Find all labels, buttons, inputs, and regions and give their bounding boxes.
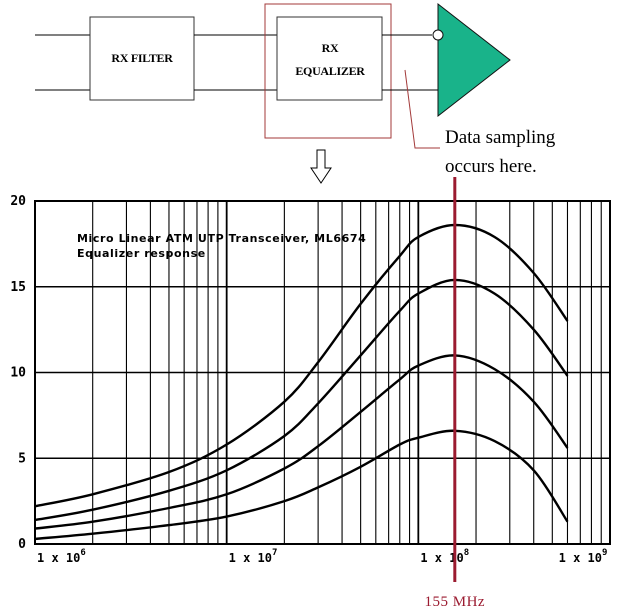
y-tick-labels: 0 5 10 15 20	[10, 194, 26, 552]
sampling-callout-line	[404, 69, 440, 149]
x-tick-base: 1 x 10	[559, 551, 602, 565]
rx-filter-label: RX FILTER	[111, 51, 173, 65]
rx-equalizer-label-line2: EQUALIZER	[295, 64, 365, 78]
x-tick-label: 1 x 10 8	[420, 548, 469, 565]
response-curve	[34, 223, 569, 508]
rx-equalizer-label-line1: RX	[322, 41, 339, 55]
response-curves	[34, 223, 569, 541]
y-tick-label: 0	[18, 537, 26, 552]
x-tick-exponent: 8	[464, 548, 469, 558]
y-tick-label: 20	[10, 194, 26, 209]
x-tick-exponent: 9	[602, 548, 607, 558]
x-tick-exponent: 7	[272, 548, 277, 558]
equalizer-highlight-box	[264, 3, 392, 139]
x-tick-exponent: 6	[80, 548, 85, 558]
amplifier-triangle	[437, 2, 511, 118]
block-diagram: RX FILTER RX EQUALIZER Data sampling occ…	[35, 2, 556, 184]
x-tick-base: 1 x 10	[420, 551, 463, 565]
response-curve	[34, 354, 569, 530]
x-tick-label: 1 x 10 7	[229, 548, 278, 565]
chart-title-line2: Equalizer response	[77, 247, 206, 260]
response-curve	[34, 278, 569, 522]
frequency-marker-label: 155 MHz	[425, 594, 486, 610]
x-tick-base: 1 x 10	[37, 551, 80, 565]
plot-frame	[34, 200, 611, 545]
x-tick-base: 1 x 10	[229, 551, 272, 565]
rx-filter-block	[89, 16, 195, 101]
sampling-note-line2: occurs here.	[445, 156, 537, 177]
inverting-input-circle	[432, 29, 444, 41]
down-arrow-icon	[310, 149, 332, 184]
chart-title-line1: Micro Linear ATM UTP Transceiver, ML6674	[77, 232, 366, 245]
sampling-note-line1: Data sampling	[445, 127, 556, 148]
x-tick-label: 1 x 10 6	[37, 548, 86, 565]
x-tick-label: 1 x 10 9	[559, 548, 608, 565]
y-tick-label: 5	[18, 451, 26, 466]
x-tick-labels: 1 x 10 6 1 x 10 7 1 x 10 8 1 x 10 9	[37, 548, 607, 565]
y-tick-label: 15	[10, 280, 26, 295]
y-tick-label: 10	[10, 366, 26, 381]
rx-equalizer-block	[276, 16, 383, 101]
response-curve	[34, 429, 569, 541]
